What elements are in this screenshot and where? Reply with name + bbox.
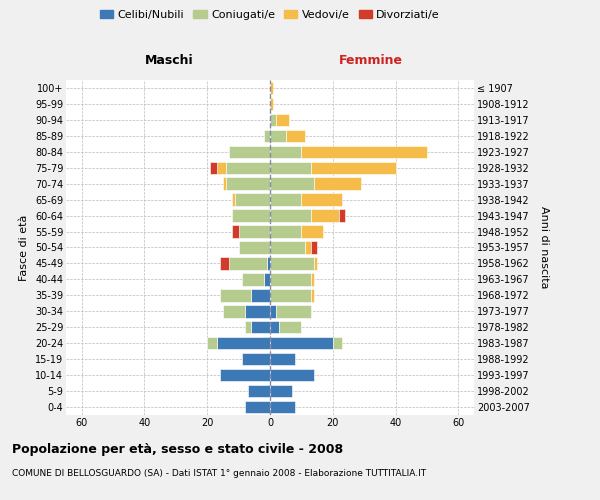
Bar bbox=[311, 242, 317, 254]
Bar bbox=[270, 210, 311, 222]
Bar bbox=[248, 385, 270, 398]
Text: Popolazione per età, sesso e stato civile - 2008: Popolazione per età, sesso e stato civil… bbox=[12, 442, 343, 456]
Bar bbox=[270, 82, 273, 94]
Bar bbox=[276, 114, 289, 126]
Bar bbox=[232, 210, 270, 222]
Bar bbox=[280, 321, 301, 334]
Bar bbox=[270, 130, 286, 142]
Legend: Celibi/Nubili, Coniugati/e, Vedovi/e, Divorziati/e: Celibi/Nubili, Coniugati/e, Vedovi/e, Di… bbox=[95, 6, 445, 25]
Bar bbox=[270, 242, 305, 254]
Bar bbox=[270, 321, 280, 334]
Bar bbox=[270, 305, 276, 318]
Bar bbox=[207, 337, 217, 349]
Bar bbox=[229, 146, 270, 158]
Bar bbox=[276, 305, 311, 318]
Bar bbox=[267, 257, 270, 270]
Bar bbox=[235, 194, 270, 206]
Bar bbox=[301, 226, 323, 238]
Bar bbox=[226, 162, 270, 174]
Bar bbox=[211, 162, 217, 174]
Bar bbox=[311, 162, 395, 174]
Bar bbox=[270, 289, 311, 302]
Bar bbox=[229, 257, 267, 270]
Text: Maschi: Maschi bbox=[145, 54, 194, 67]
Bar bbox=[311, 289, 314, 302]
Bar bbox=[220, 289, 251, 302]
Bar bbox=[245, 305, 270, 318]
Bar bbox=[270, 98, 273, 110]
Bar bbox=[251, 289, 270, 302]
Bar bbox=[264, 130, 270, 142]
Bar bbox=[270, 162, 311, 174]
Bar bbox=[270, 226, 301, 238]
Bar bbox=[301, 146, 427, 158]
Bar bbox=[232, 194, 235, 206]
Bar bbox=[301, 194, 342, 206]
Bar bbox=[264, 273, 270, 285]
Bar bbox=[239, 242, 270, 254]
Text: COMUNE DI BELLOSGUARDO (SA) - Dati ISTAT 1° gennaio 2008 - Elaborazione TUTTITAL: COMUNE DI BELLOSGUARDO (SA) - Dati ISTAT… bbox=[12, 469, 426, 478]
Bar bbox=[220, 257, 229, 270]
Bar bbox=[239, 226, 270, 238]
Bar bbox=[270, 369, 314, 382]
Bar bbox=[270, 401, 295, 413]
Bar bbox=[226, 178, 270, 190]
Bar bbox=[270, 273, 311, 285]
Text: Femmine: Femmine bbox=[338, 54, 403, 67]
Bar bbox=[220, 369, 270, 382]
Bar bbox=[217, 162, 226, 174]
Bar bbox=[314, 178, 361, 190]
Bar bbox=[333, 337, 342, 349]
Bar bbox=[311, 273, 314, 285]
Bar bbox=[270, 146, 301, 158]
Bar bbox=[242, 353, 270, 366]
Bar bbox=[270, 194, 301, 206]
Bar bbox=[270, 353, 295, 366]
Bar bbox=[305, 242, 311, 254]
Bar bbox=[286, 130, 305, 142]
Y-axis label: Anni di nascita: Anni di nascita bbox=[539, 206, 549, 288]
Bar bbox=[232, 226, 239, 238]
Bar bbox=[245, 401, 270, 413]
Bar bbox=[217, 337, 270, 349]
Y-axis label: Fasce di età: Fasce di età bbox=[19, 214, 29, 280]
Bar bbox=[223, 178, 226, 190]
Bar bbox=[270, 178, 314, 190]
Bar bbox=[251, 321, 270, 334]
Bar bbox=[311, 210, 339, 222]
Bar bbox=[242, 273, 264, 285]
Bar bbox=[245, 321, 251, 334]
Bar bbox=[314, 257, 317, 270]
Bar bbox=[223, 305, 245, 318]
Bar bbox=[270, 114, 276, 126]
Bar bbox=[270, 257, 314, 270]
Bar bbox=[270, 385, 292, 398]
Bar bbox=[339, 210, 346, 222]
Bar bbox=[270, 337, 333, 349]
